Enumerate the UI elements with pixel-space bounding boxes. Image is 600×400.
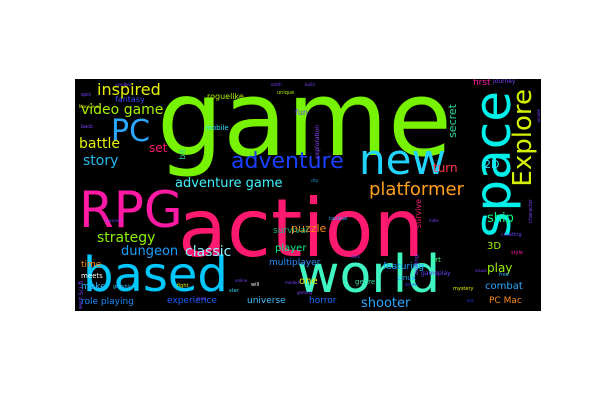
word-multiplayer: multiplayer [269,258,321,268]
word-epic: epic [81,92,92,98]
word-roguelike: roguelike [207,92,244,101]
word-fun: fun [295,108,308,117]
word-dungeon: dungeon [121,244,179,259]
word-mobile: mobile [205,124,229,132]
word-player: player [275,243,307,254]
word-mac-linux: Mac Linux [79,104,100,109]
word-sandbox: sandbox [115,82,132,87]
word-level: level [197,296,207,301]
word-make: make [81,282,106,292]
word-video-game: video game [81,102,164,118]
word-3d: 3D [487,241,502,252]
word-art: art [431,256,441,264]
word-back: back [81,124,93,130]
word-first: first [473,79,491,88]
word-experience: experience [167,296,217,306]
word-shooter: shooter [361,296,411,311]
word-survival: survival [273,226,309,236]
word-modern: modern [285,280,301,285]
word-inspired: inspired [97,80,161,99]
word-creating: creating [501,232,522,238]
word-online: online [235,278,248,283]
word-tactical: tactical [329,216,348,222]
word-survive: survive [414,199,423,229]
word-bit: bit [178,149,187,160]
word-massive: massive [105,218,122,223]
word-adventure: adventure [231,149,344,174]
word-game: game [157,79,453,180]
word-fight: fight [177,283,189,289]
word-based: based [83,247,228,303]
word-action: action [178,182,425,275]
word-adventure-game: adventure game [175,176,283,191]
word-explore: Explore [508,89,538,187]
word-earth: earth [271,82,282,87]
word-meets: meets [81,272,103,280]
word-exploration: exploration [314,125,321,159]
word-horror: horror [309,296,337,306]
word-cloud: game action world based space RPG new PC Explore… [75,79,541,311]
word-will: will [251,282,260,288]
word-battle: battle [79,136,120,152]
word-secret: secret [446,104,459,138]
word-classic: classic [185,244,232,260]
word-universe: universe [247,296,286,306]
word-platformer: platformer [369,179,464,200]
word-star: star [229,288,239,294]
word-journey: journey [493,79,516,85]
word-style: style [511,250,523,256]
word-linux: Linux [397,274,416,282]
word-combat: combat [485,281,523,292]
word-driven: driven [405,282,418,287]
word-era: era [467,298,474,303]
word-indie: indie [429,218,439,223]
word-strategy: strategy [97,230,156,246]
word-story: story [83,153,119,169]
word-want: want [78,297,84,310]
word-world: world [297,245,441,305]
word-mystery: mystery [453,286,474,292]
word-2d: 2D [484,158,500,171]
word-city: city [311,178,319,183]
word-arcade: arcade [536,109,541,123]
word-one: one [299,276,318,287]
word-character: character [528,199,534,223]
word-unique: unique [277,90,295,96]
word-dark: dark [351,254,360,259]
word-build: build [305,82,315,87]
word-gaming: gaming [297,290,313,295]
word-pc: PC [111,114,151,149]
word-fantasy: fantasy [115,95,145,104]
word-genre: genre [355,278,376,286]
word-pc-mac: PC Mac [489,296,522,306]
word-set: set [149,141,168,155]
word-new: new [359,135,446,184]
word-gameplay: gameplay [421,270,451,277]
word-play: play [487,261,513,275]
word-building: building [414,255,420,276]
word-puzzle: puzzle [291,222,327,235]
word-rpg: RPG [79,181,183,239]
word-featuring: featuring [383,262,425,272]
word-ship: ship [487,211,514,226]
word-graphic: graphic [113,284,132,290]
word-free: free [499,272,509,278]
word-turn: turn [433,161,458,175]
word-visual: visual [475,268,487,273]
word-sci-fi: Sci fi [78,281,85,296]
word-time: time [81,260,102,270]
word-role-playing: role playing [81,297,134,307]
